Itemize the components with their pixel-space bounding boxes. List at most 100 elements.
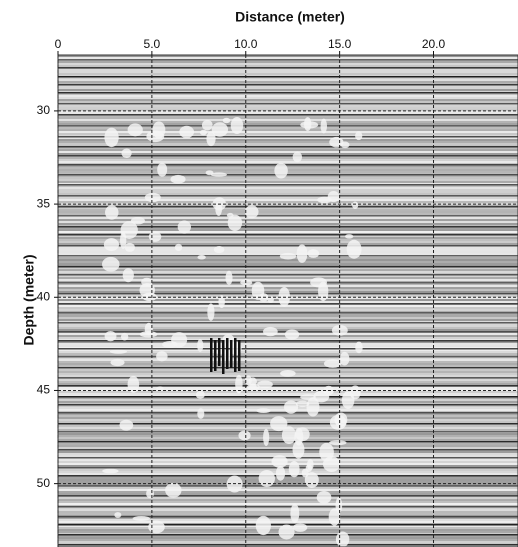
texture-row [58,259,518,261]
texture-row [58,479,518,481]
texture-speck [340,141,350,149]
texture-row [58,211,518,213]
x-tick-label: 0 [55,37,62,51]
texture-speck [257,380,273,389]
texture-row [58,275,518,277]
texture-row [58,161,518,163]
x-tick-label: 5.0 [144,37,161,51]
texture-row [58,317,518,319]
texture-speck [132,515,151,521]
texture-speck [295,427,310,442]
texture-row [58,81,518,83]
texture-speck [148,231,162,242]
texture-row [58,99,518,101]
texture-speck [341,391,355,410]
texture-row [58,63,518,65]
texture-speck [102,468,119,474]
texture-band [58,467,518,469]
texture-band [58,506,518,508]
texture-speck [355,131,363,141]
texture-row [58,391,518,393]
texture-row [58,541,518,543]
texture-row [58,93,518,95]
y-tick-label: 45 [37,383,51,397]
texture-speck [122,268,134,283]
texture-band [58,195,518,197]
texture-row [58,469,518,471]
texture-row [58,359,518,361]
texture-row [58,151,518,153]
texture-row [58,147,518,149]
texture-row [58,451,518,453]
texture-row [58,213,518,215]
texture-row [58,201,518,203]
texture-row [58,361,518,363]
texture-speck [329,136,344,148]
texture-row [58,497,518,499]
texture-row [58,221,518,223]
texture-speck [251,281,265,300]
texture-speck [104,127,119,148]
texture-row [58,241,518,243]
texture-speck [334,412,348,427]
texture-row [58,239,518,241]
texture-speck [104,331,117,342]
y-tick-label: 30 [37,103,51,117]
texture-row [58,521,518,523]
anomaly-stripe [222,340,225,374]
texture-row [58,517,518,519]
texture-speck [119,231,127,250]
texture-speck [355,341,363,354]
texture-speck [146,130,165,143]
texture-row [58,187,518,189]
texture-row [58,105,518,107]
texture-row [58,477,518,479]
texture-speck [102,256,120,272]
texture-row [58,421,518,423]
texture-speck [270,416,288,432]
texture-row [58,199,518,201]
texture-speck [322,456,341,472]
texture-speck [288,460,300,478]
y-tick-label: 40 [37,289,51,303]
texture-speck [267,296,274,303]
texture-speck [197,338,204,352]
texture-row [58,381,518,383]
texture-speck [139,283,155,298]
texture-row [58,179,518,181]
texture-row [58,503,518,505]
texture-speck [307,249,320,258]
texture-speck [323,359,342,368]
texture-speck [121,148,132,159]
texture-row [58,499,518,501]
texture-row [58,217,518,219]
texture-speck [110,358,125,367]
texture-speck [211,122,229,137]
texture-row [58,539,518,541]
texture-row [58,61,518,63]
texture-row [58,165,518,167]
texture-speck [244,205,259,219]
texture-row [58,263,518,265]
texture-row [58,369,518,371]
texture-band [58,125,518,127]
texture-speck [346,239,362,259]
texture-row [58,143,518,145]
texture-speck [303,117,312,131]
texture-speck [156,351,168,362]
texture-row [58,345,518,347]
anomaly-stripe [234,338,237,372]
texture-row [58,69,518,71]
texture-row [58,379,518,381]
texture-speck [197,255,206,260]
texture-speck [199,129,207,136]
texture-row [58,501,518,503]
texture-row [58,491,518,493]
texture-speck [328,508,341,526]
texture-speck [292,440,305,459]
texture-speck [201,119,213,131]
texture-row [58,465,518,467]
texture-row [58,127,518,129]
texture-band [58,377,518,379]
